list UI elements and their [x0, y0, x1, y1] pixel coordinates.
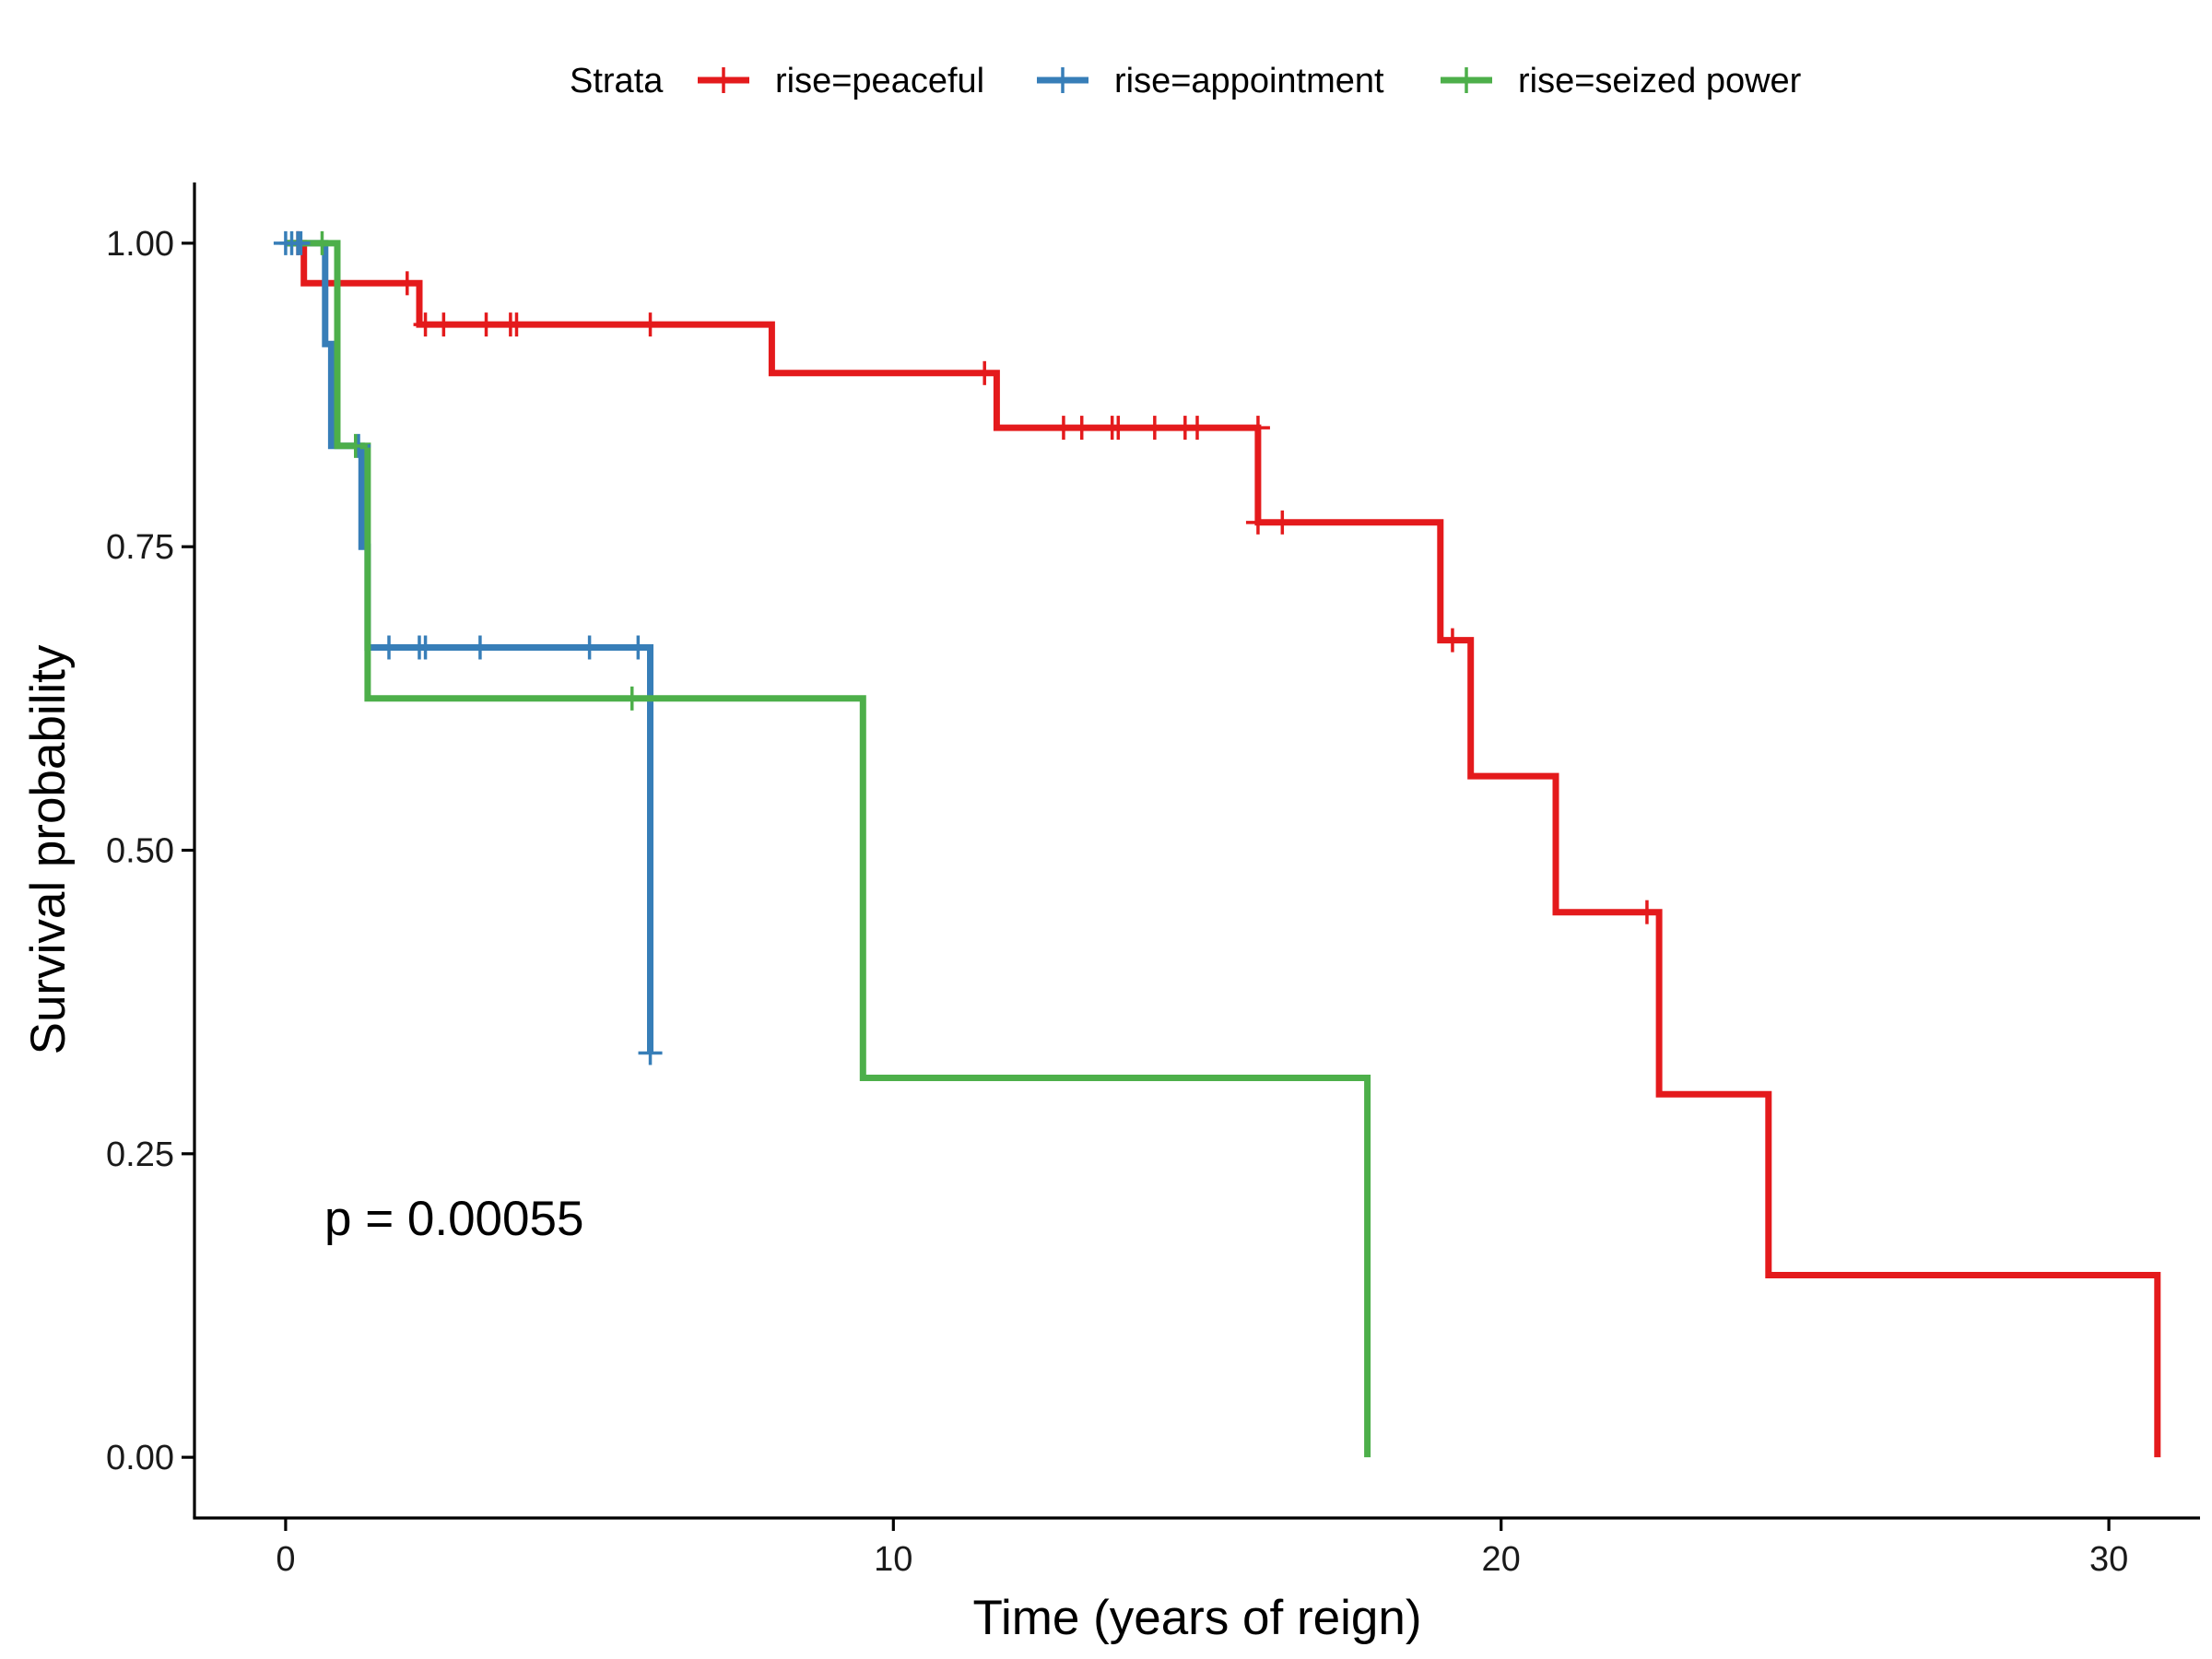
- censor-mark: [1106, 416, 1131, 441]
- censor-mark: [1069, 416, 1094, 441]
- legend-item: rise=seized power: [1441, 62, 1802, 100]
- y-tick-label: 1.00: [106, 225, 174, 264]
- censor-mark: [310, 230, 335, 255]
- x-tick-label: 0: [276, 1540, 295, 1579]
- y-ticks: 0.00 0.25 0.50 0.75 1.00: [106, 225, 194, 1477]
- censor-mark: [638, 312, 663, 337]
- censor-mark: [1634, 900, 1659, 924]
- x-tick-label: 20: [1482, 1540, 1521, 1579]
- censor-mark: [638, 1041, 663, 1065]
- censor-mark: [1142, 416, 1167, 441]
- censor-mark: [343, 433, 368, 458]
- axes: 0 10 20 30 0.00 0.25 0.50 0.75 1.00: [106, 182, 2200, 1579]
- legend: Strata rise=peaceful rise=appointment rise…: [570, 62, 1802, 100]
- p-value-annotation: p = 0.00055: [324, 1192, 583, 1246]
- y-tick-label: 0.50: [106, 832, 174, 871]
- plot-lines: [285, 240, 2161, 1458]
- legend-item: rise=peaceful: [698, 62, 984, 100]
- censor-mark: [619, 686, 644, 711]
- survival-curve-rise-seized-power: [285, 240, 1371, 1458]
- censor-mark: [474, 312, 499, 337]
- x-axis-title: Time (years of reign): [973, 1591, 1422, 1645]
- legend-label: rise=peaceful: [775, 62, 984, 100]
- censor-mark: [1245, 510, 1270, 535]
- censor-mark: [504, 312, 529, 337]
- censor-mark: [1270, 510, 1295, 535]
- censor-mark: [413, 635, 438, 660]
- legend-label: rise=appointment: [1114, 62, 1384, 100]
- legend-items: rise=peaceful rise=appointment rise=seized…: [698, 62, 1802, 100]
- x-tick-label: 30: [2089, 1540, 2128, 1579]
- censor-mark: [1245, 416, 1270, 441]
- censor-mark: [467, 635, 492, 660]
- y-tick-label: 0.25: [106, 1135, 174, 1174]
- y-tick-label: 0.75: [106, 528, 174, 567]
- y-tick-label: 0.00: [106, 1439, 174, 1477]
- censor-mark: [1440, 628, 1465, 653]
- censor-mark: [394, 271, 419, 296]
- censor-mark: [377, 635, 402, 660]
- censor-mark: [626, 635, 651, 660]
- censor-mark: [288, 230, 313, 255]
- legend-item: rise=appointment: [1037, 62, 1384, 100]
- censor-mark: [431, 312, 456, 337]
- censor-marks: [273, 230, 1659, 1065]
- censor-mark: [972, 360, 997, 385]
- x-ticks: 0 10 20 30: [276, 1518, 2128, 1579]
- y-axis-title: Survival probability: [21, 644, 76, 1054]
- censor-mark: [1185, 416, 1209, 441]
- censor-mark: [577, 635, 602, 660]
- x-tick-label: 10: [874, 1540, 912, 1579]
- legend-title: Strata: [570, 62, 664, 100]
- survival-curve-rise-peaceful: [285, 240, 2161, 1458]
- legend-label: rise=seized power: [1518, 62, 1802, 100]
